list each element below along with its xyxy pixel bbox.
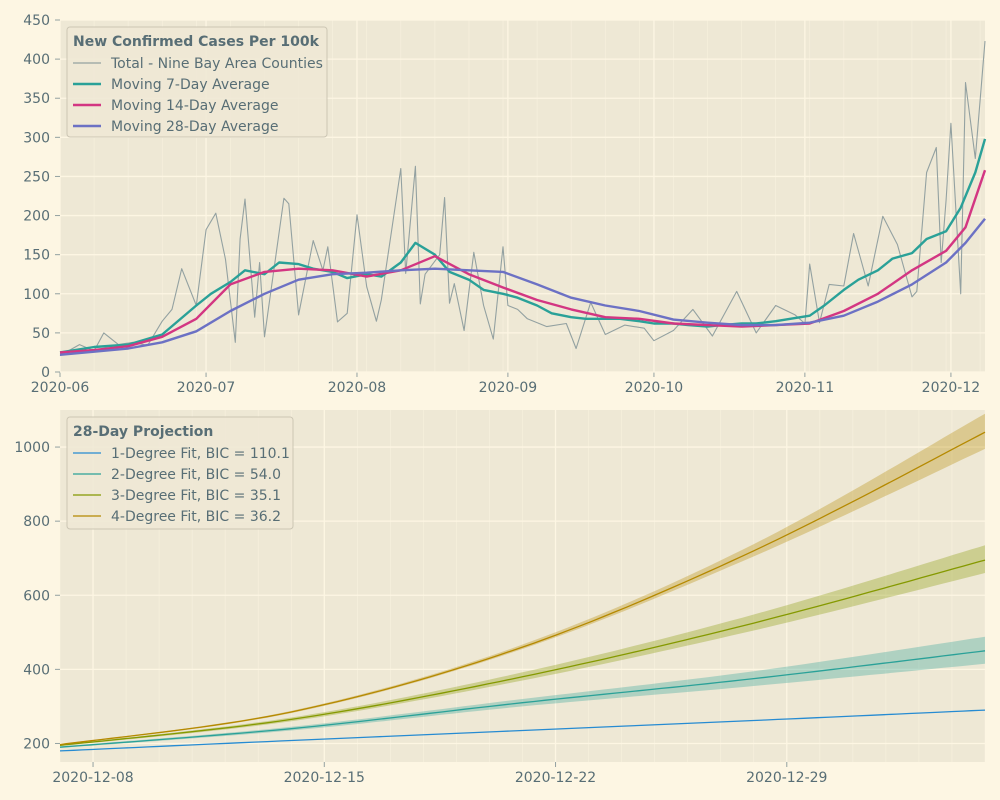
series-line-moving-28-day-average	[59, 217, 986, 356]
series-line-moving-14-day-average	[59, 169, 987, 354]
x-tick-label: 2020-12-15	[284, 770, 365, 786]
series-line-moving-7-day-average	[59, 138, 987, 354]
legend-title: 28-Day Projection	[73, 424, 213, 440]
legend-box	[66, 416, 294, 530]
x-tick-label: 2020-08	[328, 380, 387, 396]
x-tick-label: 2020-12-29	[746, 770, 827, 786]
x-tick-label: 2020-10	[625, 380, 684, 396]
y-tick-label: 600	[23, 588, 50, 604]
series-line-total-nine-bay-area-counties	[59, 41, 986, 357]
x-tick-label: 2020-06	[31, 380, 90, 396]
series-line-4-degree-fit-bic-36-2	[59, 431, 986, 746]
legend-label: 3-Degree Fit, BIC = 35.1	[111, 488, 281, 504]
series-line-3-degree-fit-bic-35-1	[59, 559, 986, 746]
y-tick-label: 400	[23, 662, 50, 678]
legend: New Confirmed Cases Per 100k Total - Nine…	[66, 26, 328, 138]
legend-label: Total - Nine Bay Area Counties	[110, 56, 323, 72]
legend: 28-Day Projection 1-Degree Fit, BIC = 110…	[66, 416, 294, 530]
y-tick-label: 1000	[14, 440, 50, 456]
y-tick-label: 50	[32, 326, 50, 342]
legend-label: 2-Degree Fit, BIC = 54.0	[111, 467, 281, 483]
bottom-chart-panel: 2020-12-08 2020-12-15 2020-12-22 2020-12-29…	[14, 410, 986, 786]
legend-title: New Confirmed Cases Per 100k	[73, 34, 320, 50]
y-tick-label: 800	[23, 514, 50, 530]
y-tick-label: 200	[23, 209, 50, 225]
x-tick-label: 2020-07	[177, 380, 236, 396]
legend-label: Moving 14-Day Average	[111, 98, 278, 114]
x-tick-label: 2020-12-08	[52, 770, 133, 786]
y-tick-label: 250	[23, 169, 50, 185]
legend-label: Moving 7-Day Average	[111, 77, 270, 93]
y-tick-label: 300	[23, 130, 50, 146]
x-tick-label: 2020-11	[776, 380, 835, 396]
legend-label: 4-Degree Fit, BIC = 36.2	[111, 509, 281, 525]
series-line-2-degree-fit-bic-54-0	[59, 650, 986, 748]
series-line-1-degree-fit-bic-110-1	[59, 709, 986, 752]
y-tick-label: 0	[41, 365, 50, 381]
x-tick-label: 2020-12-22	[515, 770, 596, 786]
top-chart-panel: 2020-06 2020-07 2020-08 2020-09 2020-10 2020-…	[23, 13, 987, 396]
y-tick-label: 150	[23, 248, 50, 264]
y-tick-label: 100	[23, 287, 50, 303]
legend-box	[66, 26, 328, 138]
legend-label: Moving 28-Day Average	[111, 119, 278, 135]
y-tick-label: 350	[23, 91, 50, 107]
y-tick-label: 400	[23, 52, 50, 68]
y-tick-label: 200	[23, 736, 50, 752]
x-tick-label: 2020-12	[922, 380, 981, 396]
legend-label: 1-Degree Fit, BIC = 110.1	[111, 446, 290, 462]
y-tick-label: 450	[23, 13, 50, 29]
x-tick-label: 2020-09	[479, 380, 538, 396]
